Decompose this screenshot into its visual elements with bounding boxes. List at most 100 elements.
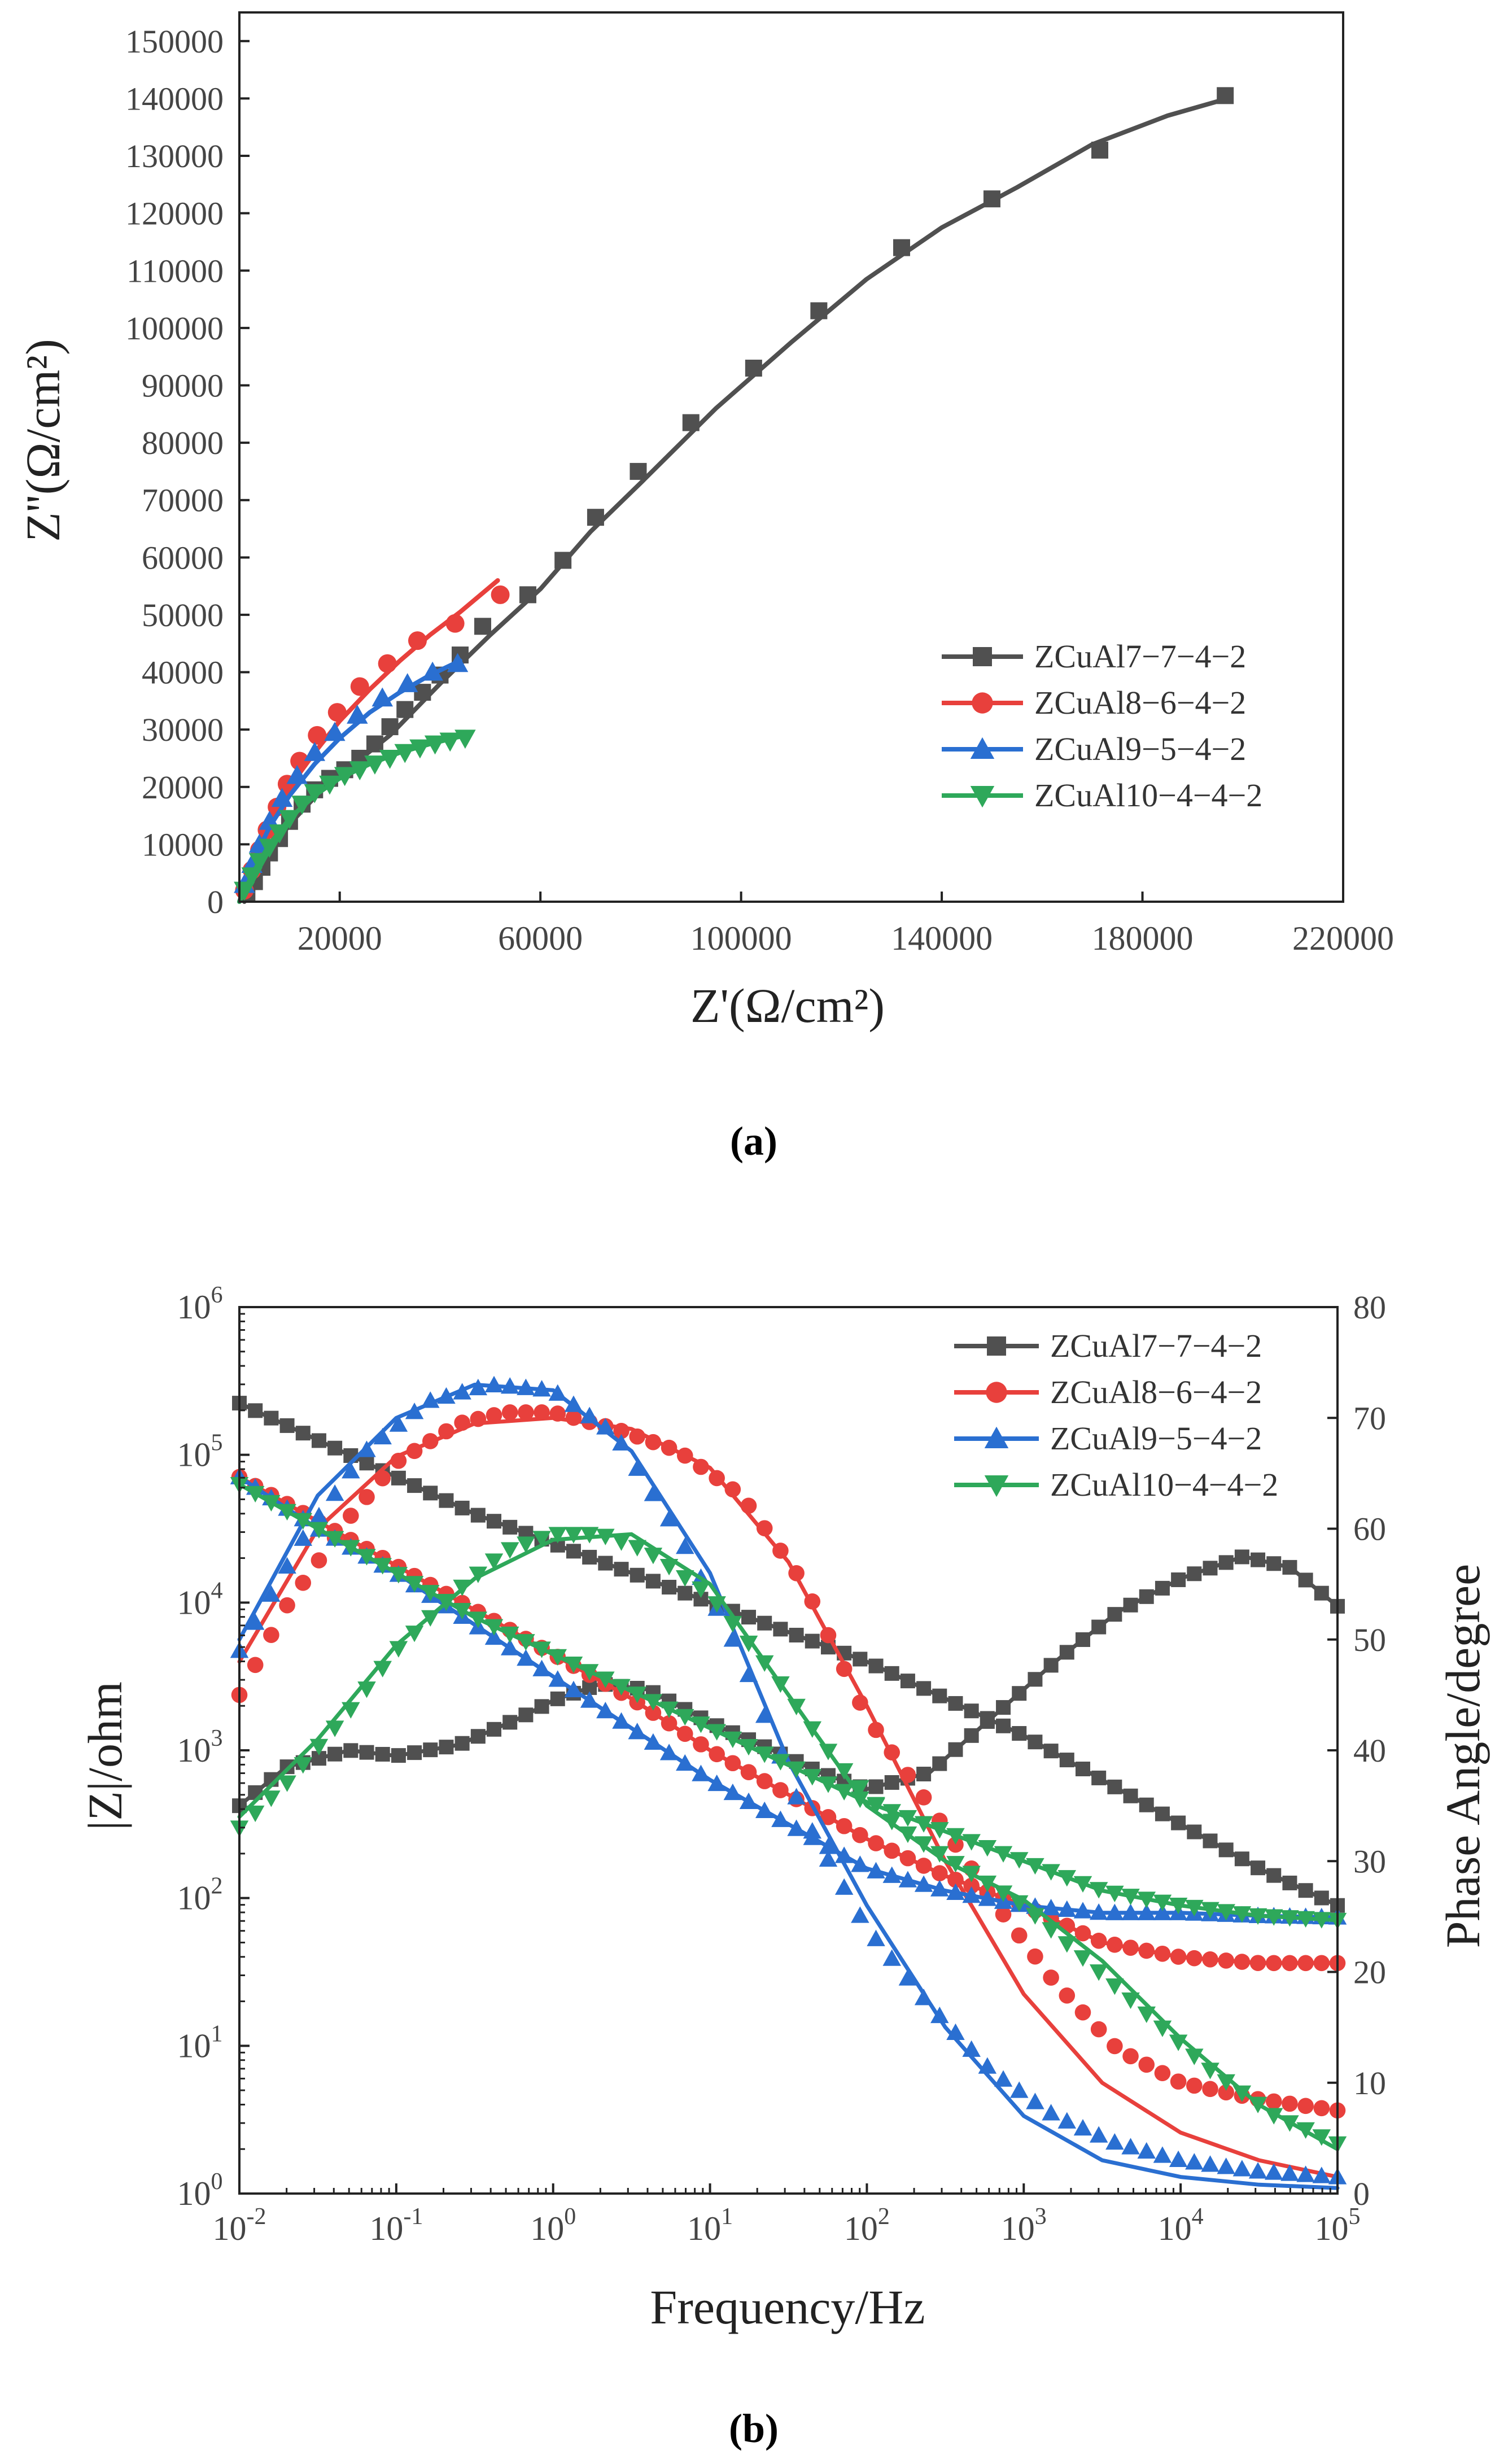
- panel-b-impedance-point: [962, 1886, 981, 1903]
- panel-b-phase-point: [1264, 2163, 1283, 2180]
- panel-a-data-point: [248, 853, 270, 872]
- panel-b-phase-point: [1218, 2084, 1234, 2101]
- panel-b-impedance-point: [659, 1701, 679, 1718]
- panel-b-impedance-point: [1121, 1889, 1140, 1906]
- panel-a-data-point: [630, 462, 647, 480]
- panel-b-phase-point: [421, 1610, 440, 1627]
- panel-a-legend-label: ZCuAl9−5−4−2: [1034, 731, 1246, 767]
- panel-b-impedance-point: [851, 1855, 869, 1872]
- panel-b-right-tick-label: 0: [1353, 2175, 1370, 2212]
- panel-b-impedance-point: [1251, 1860, 1266, 1876]
- panel-b-phase-point: [898, 1826, 917, 1843]
- panel-b-phase-point: [868, 1722, 884, 1738]
- panel-b-phase-point: [803, 1822, 822, 1839]
- panel-b-phase-point: [1185, 2048, 1204, 2065]
- panel-b-impedance-point: [1217, 1904, 1235, 1921]
- panel-a-data-point: [396, 673, 418, 692]
- panel-b-phase-point: [453, 1579, 471, 1597]
- panel-b-right-tick-label: 70: [1353, 1400, 1386, 1436]
- panel-a-legend: ZCuAl7−7−4−2 ZCuAl8−6−4−2 ZCuAl9−5−4−2 ZCuA…: [942, 638, 1262, 814]
- panel-b-impedance-point: [1187, 1824, 1202, 1840]
- panel-b-impedance-point: [1075, 1761, 1090, 1776]
- panel-b-phase-point: [946, 2023, 965, 2041]
- panel-b-phase-point: [882, 1814, 901, 1830]
- panel-a-data-point: [408, 631, 427, 650]
- panel-b-phase-point: [500, 1542, 519, 1559]
- panel-b-impedance-point: [484, 1619, 504, 1636]
- panel-b-phase-point: [1121, 1992, 1140, 2009]
- panel-b-impedance-point: [1107, 1937, 1123, 1953]
- panel-a-data-point: [983, 190, 1000, 208]
- panel-b-phase-point: [407, 1745, 422, 1760]
- panel-b-impedance-point: [630, 1567, 645, 1583]
- panel-b-phase-point: [723, 1630, 742, 1647]
- panel-a-data-point: [381, 718, 399, 736]
- panel-b-phase-point: [804, 1593, 821, 1610]
- panel-a-data-point: [378, 654, 397, 673]
- panel-b-impedance-point: [755, 1801, 774, 1818]
- panel-a-x-tick-label: 60000: [498, 920, 583, 957]
- panel-b-impedance-point: [723, 1731, 742, 1748]
- panel-b-impedance-point: [819, 1837, 838, 1854]
- panel-b-impedance-point: [946, 1828, 965, 1845]
- panel-b-phase-point: [1043, 1969, 1059, 1986]
- panel-b-impedance-point: [1314, 1890, 1329, 1906]
- panel-b-impedance-point: [391, 1470, 406, 1486]
- panel-a-data-point: [324, 722, 346, 741]
- panel-b-impedance-point: [930, 1880, 949, 1897]
- panel-b-phase-point: [1043, 1658, 1059, 1673]
- panel-b-impedance-point: [517, 1634, 535, 1651]
- panel-b-phase-point: [755, 1706, 774, 1723]
- panel-b-phase-point: [1011, 1927, 1028, 1944]
- panel-b-impedance-point: [1218, 1952, 1234, 1969]
- panel-b-phase-point: [484, 1375, 504, 1392]
- panel-b-impedance-point: [1312, 1912, 1331, 1929]
- panel-b-impedance-point: [1298, 1883, 1313, 1898]
- panel-b-impedance-point: [771, 1810, 790, 1827]
- panel-b-impedance-point: [1138, 1942, 1155, 1959]
- panel-b-phase-point: [357, 1440, 376, 1457]
- panel-b-impedance-point: [964, 1703, 979, 1719]
- panel-b-impedance-point: [564, 1680, 583, 1698]
- panel-b-impedance-point: [914, 1816, 933, 1833]
- panel-b-phase-point: [820, 1627, 837, 1644]
- panel-b-phase-point: [1059, 1645, 1074, 1660]
- panel-b-impedance-point: [294, 1513, 313, 1530]
- panel-b-phase-point: [453, 1383, 471, 1400]
- panel-b-impedance-point: [628, 1723, 646, 1740]
- panel-b-phase-point: [948, 1742, 963, 1757]
- panel-b-phase-point: [1201, 2155, 1219, 2172]
- panel-b-impedance-point: [899, 1850, 916, 1867]
- panel-a-data-point: [350, 677, 369, 696]
- panel-b-phase-point: [723, 1616, 742, 1633]
- panel-b-impedance-point: [659, 1744, 679, 1760]
- panel-b-phase-point: [534, 1699, 549, 1714]
- panel-b-impedance-point: [1137, 1891, 1156, 1908]
- panel-a-data-point: [745, 360, 762, 377]
- panel-b-phase-point: [1075, 1632, 1090, 1647]
- panel-b-impedance-point: [1121, 1903, 1140, 1920]
- panel-b-impedance-point: [916, 1681, 932, 1696]
- panel-b-impedance-point: [1170, 1949, 1187, 1965]
- panel-b-impedance-point: [580, 1664, 599, 1681]
- panel-a-data-point: [286, 764, 308, 784]
- panel-b-impedance-point: [487, 1514, 502, 1529]
- panel-b-impedance-point: [930, 1822, 949, 1839]
- panel-b-right-tick-label: 40: [1353, 1732, 1386, 1769]
- panel-a-y-tick-label: 20000: [142, 769, 224, 806]
- panel-b-phase-point: [787, 1698, 806, 1716]
- panel-b-right-tick-label: 10: [1353, 2065, 1386, 2102]
- panel-a-y-tick-label: 30000: [142, 711, 224, 748]
- panel-a-y-tick-label: 110000: [126, 252, 224, 289]
- panel-b-phase-point: [421, 1391, 440, 1408]
- panel-a-data-point: [682, 414, 700, 431]
- panel-a-data-point: [519, 586, 536, 604]
- panel-b-impedance-point: [614, 1562, 629, 1577]
- panel-b-impedance-point: [662, 1580, 677, 1595]
- panel-b-phase-point: [676, 1447, 693, 1464]
- panel-b-phase-point: [1266, 1556, 1282, 1571]
- panel-b-impedance-point: [1282, 1875, 1297, 1890]
- panel-b-impedance-point: [900, 1674, 915, 1689]
- panel-b-impedance-point: [772, 1782, 789, 1798]
